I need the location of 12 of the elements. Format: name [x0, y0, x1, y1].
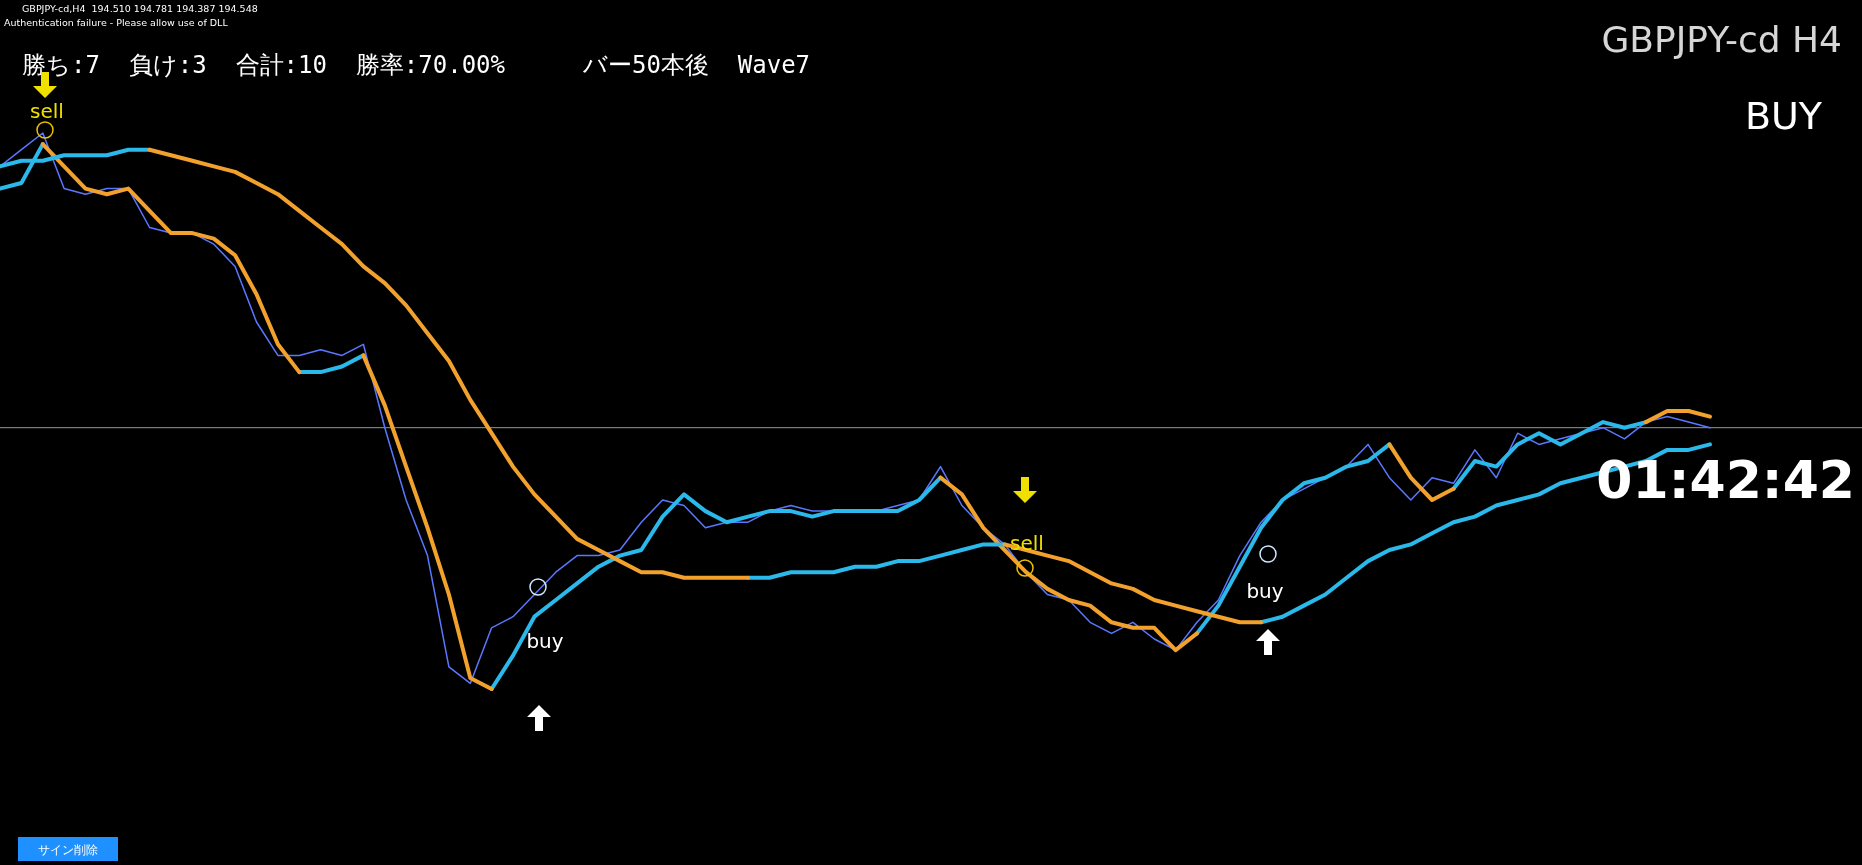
text: 勝ち:7 負け:3 合計:10 勝率:70.00%: [22, 51, 506, 79]
chart-title: GBPJPY-cd H4: [1601, 19, 1842, 60]
text: Authentication failure - Please allow use of DLL: [4, 17, 229, 28]
text: BUY: [1744, 94, 1823, 138]
text: sell: [30, 99, 64, 123]
text: サイン削除: [38, 843, 98, 857]
annotation: buy: [526, 629, 564, 653]
annotation: buy: [1246, 579, 1284, 603]
annotation: 01:42:42: [1596, 450, 1855, 510]
text: バー50本後 Wave7: [582, 51, 811, 79]
annotation: sell: [1010, 531, 1044, 555]
text: GBPJPY-cd,H4 194.510 194.781 194.387 194.548: [22, 3, 258, 14]
